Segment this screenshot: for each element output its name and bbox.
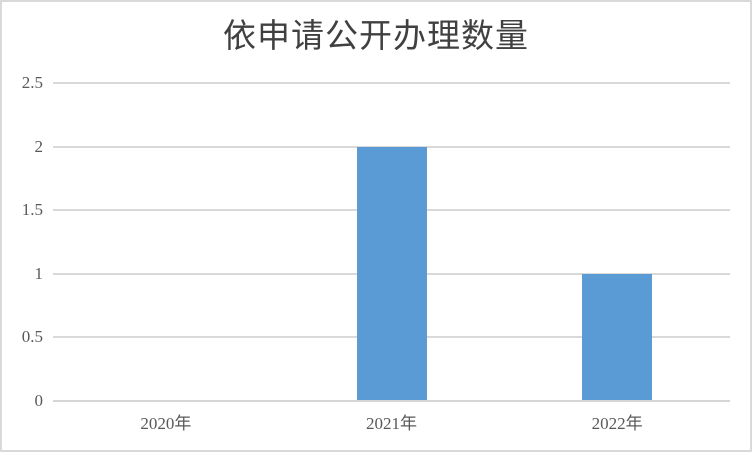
plot-area bbox=[53, 82, 730, 402]
x-tick-label-2020年: 2020年 bbox=[140, 414, 192, 433]
y-tick-label-1: 1 bbox=[34, 263, 44, 283]
x-axis-line bbox=[53, 400, 730, 402]
chart-title: 依申请公开办理数量 bbox=[223, 19, 529, 55]
x-tick-label-2021年: 2021年 bbox=[366, 414, 417, 433]
gridline-y-2 bbox=[53, 145, 730, 148]
y-tick-label-0.5: 0.5 bbox=[21, 327, 43, 347]
y-tick-label-2: 2 bbox=[34, 136, 44, 156]
bar-2021年 bbox=[356, 146, 427, 401]
y-tick-label-0: 0 bbox=[34, 391, 44, 410]
x-tick-label-2022年: 2022年 bbox=[591, 414, 643, 433]
y-tick-label-1.5: 1.5 bbox=[21, 200, 43, 220]
gridline-y-2.5 bbox=[53, 82, 730, 84]
bar-2022年 bbox=[582, 273, 653, 401]
y-tick-label-2.5: 2.5 bbox=[21, 73, 43, 92]
